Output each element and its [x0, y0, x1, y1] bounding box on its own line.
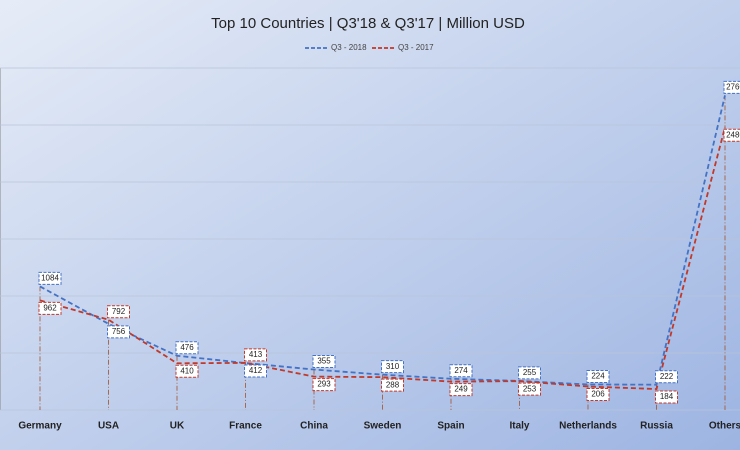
x-tick-label: China — [300, 421, 328, 432]
data-label-box — [655, 370, 678, 384]
data-label-box — [449, 383, 473, 397]
x-tick-label: France — [229, 421, 262, 432]
data-label: 2760 — [726, 82, 740, 91]
data-label-box — [518, 382, 541, 396]
x-tick-label: Italy — [509, 421, 529, 432]
data-label: 1084 — [41, 274, 59, 283]
data-label: 274 — [454, 366, 468, 375]
data-label: 184 — [660, 392, 674, 401]
data-label: 410 — [180, 366, 194, 375]
data-label-box — [381, 378, 404, 392]
data-label: 224 — [591, 372, 605, 381]
x-tick-label: Russia — [640, 421, 673, 432]
x-tick-label: Germany — [18, 421, 62, 432]
data-label-box — [586, 369, 610, 383]
chart-title: Top 10 Countries | Q3'18 & Q3'17 | Milli… — [211, 15, 525, 32]
data-label-box — [38, 271, 62, 285]
data-label-box — [38, 301, 62, 315]
data-label: 792 — [112, 307, 126, 316]
data-label-box — [312, 378, 336, 392]
data-label-box — [244, 364, 267, 378]
data-label: 249 — [454, 385, 468, 394]
series-line — [39, 127, 726, 390]
data-label: 355 — [317, 357, 331, 366]
data-label-box — [381, 360, 404, 374]
data-label: 2480 — [726, 130, 740, 139]
data-label-box — [107, 325, 130, 339]
x-tick-label: USA — [98, 421, 119, 432]
x-tick-label: Sweden — [364, 421, 402, 432]
data-label: 206 — [591, 390, 605, 399]
data-label-box — [518, 366, 541, 380]
data-label: 756 — [112, 327, 126, 336]
data-label-box — [312, 355, 336, 369]
data-label: 253 — [523, 384, 537, 393]
data-label: 255 — [523, 368, 537, 377]
data-label-box — [107, 305, 130, 319]
data-label-box — [723, 80, 740, 94]
x-tick-label: Others — [709, 421, 740, 432]
data-label: 412 — [249, 366, 263, 375]
series-line — [39, 95, 726, 386]
legend-label: Q3 - 2017 — [398, 43, 434, 52]
data-label-box — [244, 348, 267, 362]
data-label-box — [175, 364, 199, 378]
data-label: 310 — [386, 362, 400, 371]
data-label-box — [449, 364, 473, 378]
data-label-box — [586, 388, 610, 402]
data-label-box — [655, 390, 678, 404]
data-label-box — [723, 128, 740, 142]
data-label: 222 — [660, 372, 674, 381]
data-label: 293 — [317, 380, 331, 389]
data-label: 413 — [249, 350, 263, 359]
data-label: 288 — [386, 380, 400, 389]
x-tick-label: Netherlands — [559, 421, 617, 432]
x-tick-label: UK — [170, 421, 185, 432]
data-label-box — [175, 341, 199, 355]
legend-label: Q3 - 2018 — [331, 43, 367, 52]
data-label: 962 — [43, 303, 57, 312]
data-label: 476 — [180, 343, 194, 352]
x-tick-label: Spain — [437, 421, 464, 432]
